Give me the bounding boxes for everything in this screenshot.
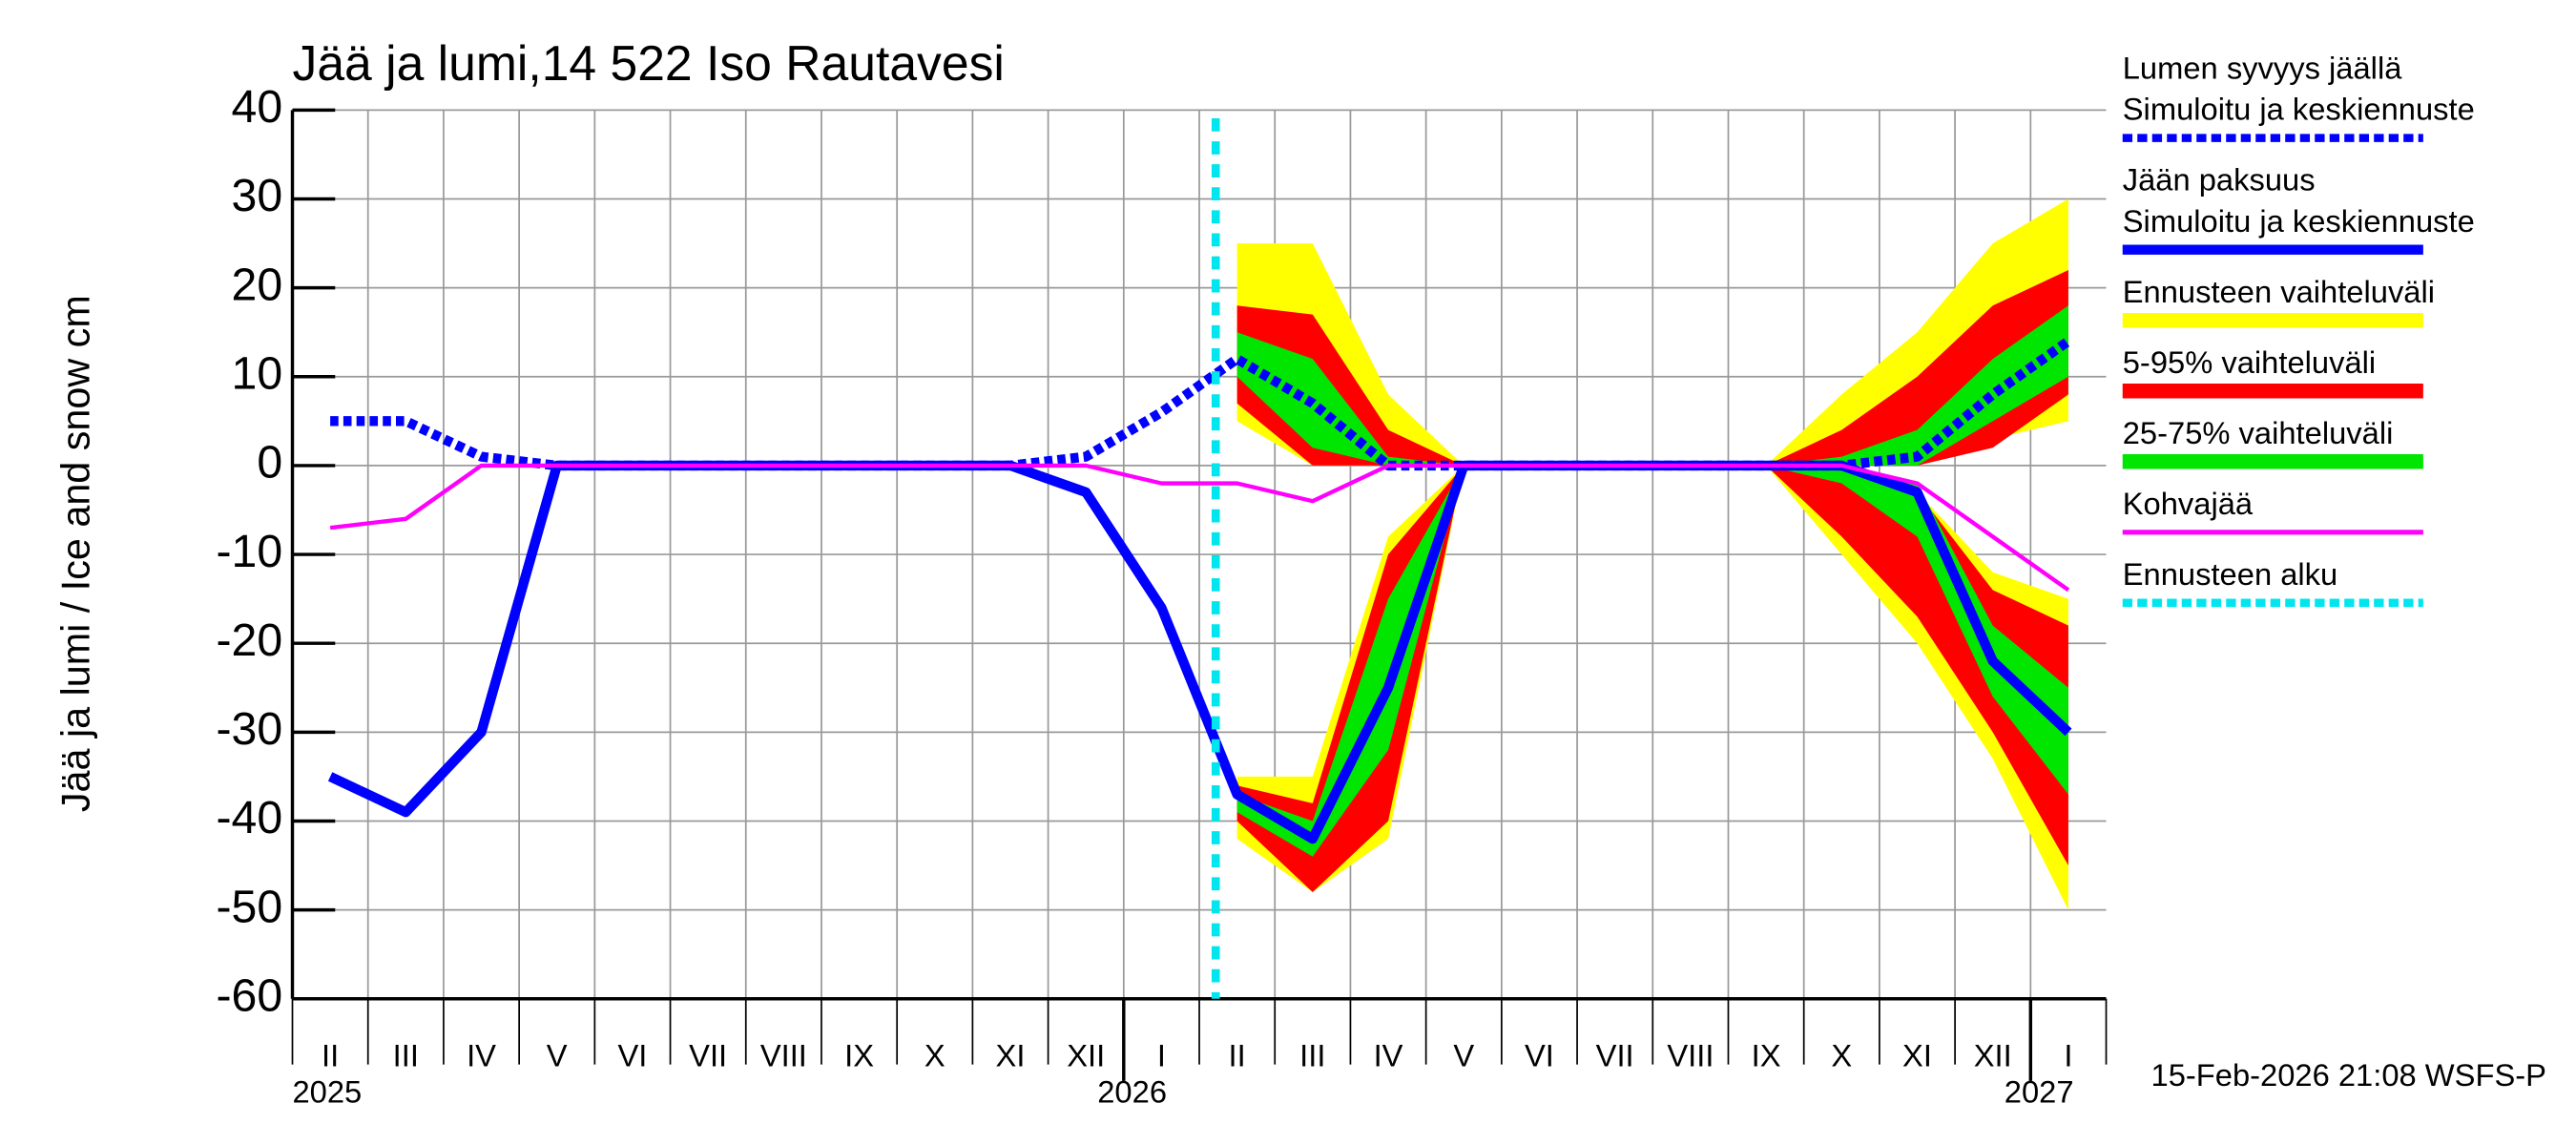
x-tick-label: IX	[1752, 1037, 1781, 1072]
y-tick-label: -50	[216, 881, 282, 932]
legend-label: Ennusteen alku	[2123, 556, 2337, 592]
legend-label: Kohvajää	[2123, 486, 2254, 521]
x-tick-label: X	[924, 1037, 945, 1072]
timestamp: 15-Feb-2026 21:08 WSFS-P	[2151, 1057, 2546, 1093]
y-tick-label: 0	[257, 437, 282, 489]
legend-label: 5-95% vaihteluväli	[2123, 344, 2376, 380]
band-area	[1236, 198, 2068, 466]
x-tick-label: I	[1157, 1037, 1166, 1072]
legend-label: Jään paksuus	[2123, 162, 2316, 198]
x-tick-label: XI	[1902, 1037, 1932, 1072]
grid	[291, 109, 2107, 1000]
y-tick-label: 40	[232, 81, 283, 133]
x-tick-label: VIII	[760, 1037, 807, 1072]
y-tick-label: 20	[232, 259, 283, 310]
x-tick-label: X	[1831, 1037, 1852, 1072]
year-label: 2027	[2005, 1073, 2074, 1109]
y-tick-label: -40	[216, 792, 282, 843]
x-tick-label: IV	[467, 1037, 496, 1072]
y-tick-label: -20	[216, 614, 282, 666]
x-tick-label: XI	[996, 1037, 1026, 1072]
legend-label: Ennusteen vaihteluväli	[2123, 274, 2435, 309]
lines	[327, 337, 2072, 844]
x-tick-label: IV	[1374, 1037, 1403, 1072]
x-tick-label: VII	[1596, 1037, 1634, 1072]
series-line	[330, 337, 2071, 471]
legend-label: Lumen syvyys jäällä	[2123, 51, 2402, 86]
x-tick-label: VIII	[1667, 1037, 1714, 1072]
x-tick-label: V	[1453, 1037, 1474, 1072]
y-tick-label: -10	[216, 526, 282, 577]
x-tick-label: VI	[617, 1037, 647, 1072]
x-tick-label: II	[1229, 1037, 1246, 1072]
x-tick-label: VII	[689, 1037, 727, 1072]
y-tick-label: -60	[216, 970, 282, 1022]
y-axis-label: Jää ja lumi / Ice and snow cm	[54, 295, 98, 812]
x-tick-label: IX	[844, 1037, 874, 1072]
legend-label: 25-75% vaihteluväli	[2123, 415, 2394, 450]
y-tick-label: 10	[232, 348, 283, 400]
y-tick-label: 30	[232, 170, 283, 221]
x-tick-label: III	[1299, 1037, 1325, 1072]
x-tick-label: V	[547, 1037, 568, 1072]
x-tick-label: XII	[1974, 1037, 2012, 1072]
x-tick-label: II	[322, 1037, 339, 1072]
y-tick-label: -30	[216, 703, 282, 755]
chart-title: Jää ja lumi,14 522 Iso Rautavesi	[293, 35, 1005, 91]
x-tick-label: VI	[1525, 1037, 1554, 1072]
x-tick-label: XII	[1067, 1037, 1105, 1072]
x-tick-label: III	[393, 1037, 419, 1072]
legend-label: Simuloitu ja keskiennuste	[2123, 203, 2475, 239]
legend-label: Simuloitu ja keskiennuste	[2123, 92, 2475, 127]
x-tick-label: I	[2064, 1037, 2072, 1072]
year-label: 2026	[1097, 1073, 1167, 1109]
series-line	[329, 463, 2070, 593]
year-label: 2025	[293, 1073, 363, 1109]
